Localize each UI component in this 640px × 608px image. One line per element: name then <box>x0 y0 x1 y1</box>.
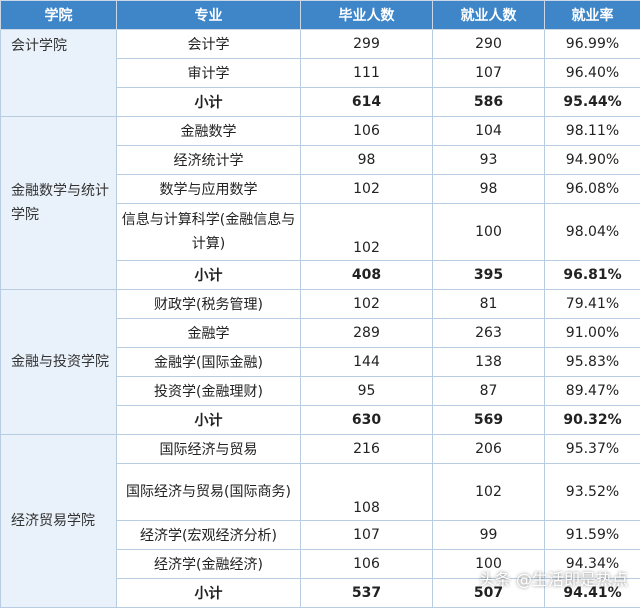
college-cell: 金融与投资学院 <box>1 290 117 435</box>
employed-cell: 107 <box>433 59 545 88</box>
college-cell: 会计学院 <box>1 30 117 117</box>
major-cell: 经济学(金融经济) <box>117 550 301 579</box>
table-row: 金融数学与统计学院 金融数学 106 104 98.11% <box>1 117 640 146</box>
graduates-cell: 108 <box>301 464 433 521</box>
subtotal-label: 小计 <box>117 406 301 435</box>
rate-cell: 95.37% <box>545 435 640 464</box>
graduates-cell: 537 <box>301 579 433 608</box>
graduates-cell: 111 <box>301 59 433 88</box>
major-cell: 国际经济与贸易 <box>117 435 301 464</box>
rate-cell: 91.00% <box>545 319 640 348</box>
graduates-cell: 630 <box>301 406 433 435</box>
graduates-cell: 106 <box>301 550 433 579</box>
subtotal-label: 小计 <box>117 579 301 608</box>
college-cell: 金融数学与统计学院 <box>1 117 117 290</box>
employed-cell: 87 <box>433 377 545 406</box>
header-major: 专业 <box>117 1 301 30</box>
subtotal-label: 小计 <box>117 261 301 290</box>
header-graduates: 毕业人数 <box>301 1 433 30</box>
graduates-cell: 299 <box>301 30 433 59</box>
rate-cell: 98.04% <box>545 204 640 261</box>
major-cell: 审计学 <box>117 59 301 88</box>
watermark-text: 头条 @生活即是热点 <box>479 566 628 590</box>
rate-cell: 94.90% <box>545 146 640 175</box>
subtotal-label: 小计 <box>117 88 301 117</box>
major-cell: 信息与计算科学(金融信息与计算) <box>117 204 301 261</box>
rate-cell: 96.40% <box>545 59 640 88</box>
employed-cell: 104 <box>433 117 545 146</box>
graduates-cell: 614 <box>301 88 433 117</box>
employed-cell: 586 <box>433 88 545 117</box>
rate-cell: 96.08% <box>545 175 640 204</box>
graduates-cell: 106 <box>301 117 433 146</box>
rate-cell: 98.11% <box>545 117 640 146</box>
graduates-cell: 144 <box>301 348 433 377</box>
rate-cell: 91.59% <box>545 521 640 550</box>
rate-cell: 93.52% <box>545 464 640 521</box>
major-cell: 数学与应用数学 <box>117 175 301 204</box>
employed-cell: 100 <box>433 204 545 261</box>
employed-cell: 569 <box>433 406 545 435</box>
graduates-cell: 408 <box>301 261 433 290</box>
employed-cell: 102 <box>433 464 545 521</box>
rate-cell: 95.83% <box>545 348 640 377</box>
major-cell: 金融数学 <box>117 117 301 146</box>
graduates-cell: 107 <box>301 521 433 550</box>
college-cell: 经济贸易学院 <box>1 435 117 608</box>
major-cell: 财政学(税务管理) <box>117 290 301 319</box>
rate-cell: 79.41% <box>545 290 640 319</box>
major-cell: 国际经济与贸易(国际商务) <box>117 464 301 521</box>
graduates-cell: 102 <box>301 290 433 319</box>
major-cell: 经济统计学 <box>117 146 301 175</box>
rate-cell: 89.47% <box>545 377 640 406</box>
graduates-cell: 98 <box>301 146 433 175</box>
major-cell: 金融学(国际金融) <box>117 348 301 377</box>
graduates-cell: 95 <box>301 377 433 406</box>
employed-cell: 138 <box>433 348 545 377</box>
table-row: 会计学院 会计学 299 290 96.99% <box>1 30 640 59</box>
header-college: 学院 <box>1 1 117 30</box>
table-row: 经济贸易学院 国际经济与贸易 216 206 95.37% <box>1 435 640 464</box>
rate-cell: 95.44% <box>545 88 640 117</box>
graduates-cell: 289 <box>301 319 433 348</box>
header-employment-rate: 就业率 <box>545 1 640 30</box>
table-row: 金融与投资学院 财政学(税务管理) 102 81 79.41% <box>1 290 640 319</box>
graduates-cell: 102 <box>301 175 433 204</box>
rate-cell: 96.99% <box>545 30 640 59</box>
header-employed: 就业人数 <box>433 1 545 30</box>
graduates-cell: 102 <box>301 204 433 261</box>
employed-cell: 290 <box>433 30 545 59</box>
rate-cell: 96.81% <box>545 261 640 290</box>
major-cell: 投资学(金融理财) <box>117 377 301 406</box>
major-cell: 金融学 <box>117 319 301 348</box>
rate-cell: 90.32% <box>545 406 640 435</box>
employed-cell: 206 <box>433 435 545 464</box>
employed-cell: 395 <box>433 261 545 290</box>
major-cell: 会计学 <box>117 30 301 59</box>
header-row: 学院 专业 毕业人数 就业人数 就业率 <box>1 1 640 30</box>
employed-cell: 98 <box>433 175 545 204</box>
major-cell: 经济学(宏观经济分析) <box>117 521 301 550</box>
graduates-cell: 216 <box>301 435 433 464</box>
employed-cell: 81 <box>433 290 545 319</box>
employed-cell: 93 <box>433 146 545 175</box>
employed-cell: 99 <box>433 521 545 550</box>
employed-cell: 263 <box>433 319 545 348</box>
